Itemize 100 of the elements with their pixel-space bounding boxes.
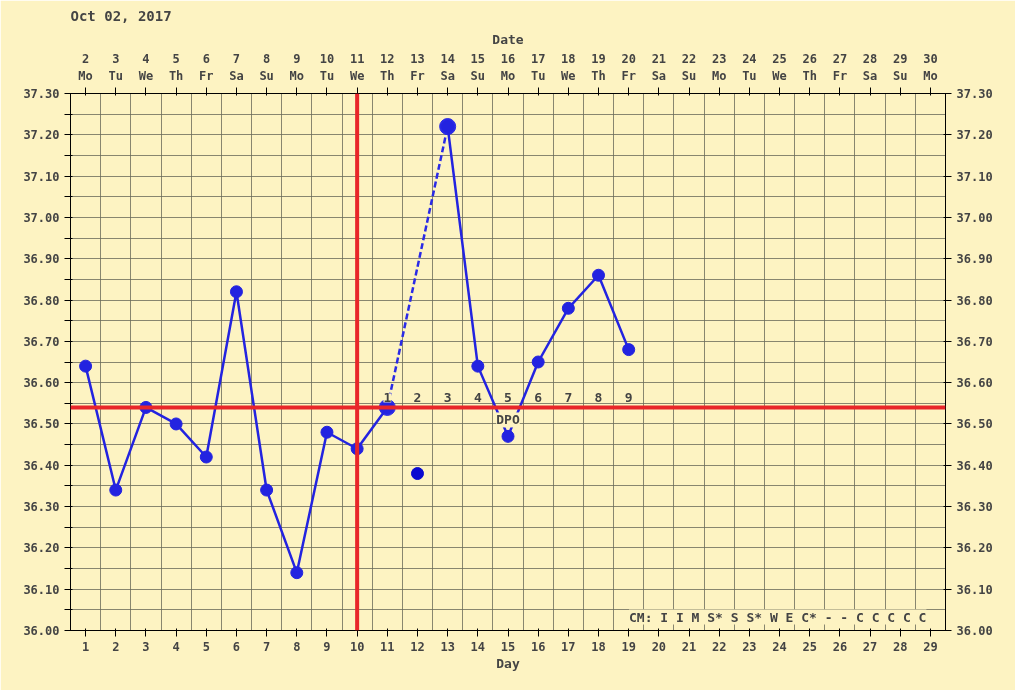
x-tick-label: 9 Mo bbox=[289, 51, 305, 83]
x-tick-label: 19 Th bbox=[591, 51, 606, 83]
y-tick-label: 36.30 bbox=[23, 500, 60, 515]
x2-tick-label: 22 bbox=[711, 639, 727, 654]
y2-tick-label: 36.50 bbox=[956, 417, 993, 432]
y-tick-label: 37.30 bbox=[23, 87, 60, 101]
x-tick-label: 27 Fr bbox=[832, 51, 848, 83]
annotation: DPO bbox=[496, 412, 520, 428]
x2-tick-label: 26 bbox=[832, 639, 848, 654]
x2-tick-label: 27 bbox=[862, 639, 878, 654]
y-tick-label: 36.50 bbox=[23, 417, 60, 432]
x-tick-label: 8 Su bbox=[259, 51, 274, 83]
x2-axis-title: Day bbox=[496, 655, 520, 671]
y2-tick-label: 36.40 bbox=[956, 458, 993, 473]
x2-tick-label: 15 bbox=[500, 639, 516, 654]
annotation: CM: I I M S* S S* W E C* - - C C C C C bbox=[629, 609, 927, 625]
x2-tick-label: 16 bbox=[530, 639, 546, 654]
x2-tick-label: 14 bbox=[470, 639, 486, 654]
y2-tick-label: 36.80 bbox=[956, 293, 993, 308]
x-tick-label: 30 Mo bbox=[923, 51, 938, 83]
y-tick-label: 36.00 bbox=[23, 624, 60, 638]
y-tick-label: 37.00 bbox=[23, 210, 60, 225]
x-tick-label: 12 Th bbox=[380, 51, 395, 83]
y2-tick-label: 37.00 bbox=[956, 210, 993, 225]
annotation: 2 bbox=[413, 390, 422, 406]
x-tick-label: 21 Sa bbox=[651, 51, 667, 83]
x-tick-label: 7 Sa bbox=[229, 51, 244, 83]
annotation: 4 bbox=[473, 390, 482, 406]
x2-tick-label: 13 bbox=[440, 639, 455, 654]
x2-tick-label: 12 bbox=[410, 639, 425, 654]
x-tick-label: 28 Sa bbox=[862, 51, 878, 83]
x2-tick-label: 20 bbox=[651, 639, 667, 654]
x2-tick-label: 2 bbox=[112, 639, 120, 654]
y2-tick-label: 36.10 bbox=[956, 582, 993, 597]
annotation: 1 bbox=[383, 390, 392, 406]
x-tick-label: 22 Su bbox=[681, 51, 697, 83]
x2-tick-label: 29 bbox=[923, 639, 938, 654]
x2-tick-label: 6 bbox=[232, 639, 241, 654]
x-tick-label: 4 We bbox=[138, 51, 154, 83]
x-tick-label: 11 We bbox=[349, 51, 365, 83]
y-tick-label: 36.60 bbox=[23, 376, 60, 391]
x-tick-label: 18 We bbox=[561, 51, 576, 83]
y-tick-label: 36.80 bbox=[23, 293, 60, 308]
y-tick-label: 36.20 bbox=[23, 541, 60, 556]
x-tick-label: 29 Su bbox=[893, 51, 908, 83]
y2-tick-label: 37.20 bbox=[956, 128, 993, 143]
chart-title: Oct 02, 2017 bbox=[70, 7, 172, 24]
y-tick-label: 37.20 bbox=[23, 128, 60, 143]
x2-tick-label: 18 bbox=[591, 639, 606, 654]
annotation: 5 bbox=[504, 390, 512, 406]
x-tick-label: 2 Mo bbox=[78, 51, 93, 83]
x-tick-label: 3 Tu bbox=[108, 51, 123, 83]
y2-tick-label: 36.90 bbox=[956, 252, 993, 267]
x-tick-label: 23 Mo bbox=[711, 51, 727, 83]
y2-tick-label: 36.20 bbox=[956, 541, 993, 556]
annotation: 8 bbox=[594, 390, 603, 406]
x2-tick-label: 25 bbox=[802, 639, 817, 654]
y2-tick-label: 37.10 bbox=[956, 169, 993, 184]
x2-tick-label: 7 bbox=[263, 639, 271, 654]
x2-tick-label: 9 bbox=[323, 639, 331, 654]
annotation: 7 bbox=[564, 390, 573, 406]
x2-tick-label: 17 bbox=[561, 639, 576, 654]
x2-tick-label: 23 bbox=[742, 639, 757, 654]
y2-tick-label: 36.30 bbox=[956, 500, 993, 515]
x2-tick-label: 5 bbox=[202, 639, 210, 654]
x2-tick-label: 1 bbox=[81, 639, 90, 654]
y2-tick-label: 37.30 bbox=[956, 87, 993, 101]
annotation: 3 bbox=[443, 390, 452, 406]
annotation: 9 bbox=[624, 390, 633, 406]
x-tick-label: 26 Th bbox=[802, 51, 817, 83]
y-tick-label: 37.10 bbox=[23, 169, 60, 184]
x-tick-label: 16 Mo bbox=[500, 51, 516, 83]
x-tick-label: 5 Th bbox=[168, 51, 184, 83]
x-tick-label: 24 Tu bbox=[742, 51, 757, 83]
y-tick-label: 36.10 bbox=[23, 582, 60, 597]
x-tick-label: 20 Fr bbox=[621, 51, 636, 83]
x-tick-label: 25 We bbox=[772, 51, 787, 83]
x2-tick-label: 8 bbox=[293, 639, 301, 654]
x2-tick-label: 4 bbox=[172, 639, 180, 654]
y2-tick-label: 36.60 bbox=[956, 376, 993, 391]
y-tick-label: 36.70 bbox=[23, 334, 60, 349]
x2-tick-label: 3 bbox=[142, 639, 150, 654]
y-tick-label: 36.40 bbox=[23, 458, 60, 473]
x-tick-label: 13 Fr bbox=[410, 51, 425, 83]
x2-tick-label: 10 bbox=[349, 639, 365, 654]
x2-tick-label: 28 bbox=[893, 639, 908, 654]
x2-tick-label: 21 bbox=[681, 639, 697, 654]
x-axis-title: Date bbox=[492, 31, 524, 47]
annotation: 6 bbox=[534, 390, 543, 406]
x-tick-label: 10 Tu bbox=[319, 51, 335, 83]
x-tick-label: 6 Fr bbox=[199, 51, 214, 83]
x-tick-label: 15 Su bbox=[470, 51, 486, 83]
y-tick-label: 36.90 bbox=[23, 252, 60, 267]
x2-tick-label: 11 bbox=[380, 639, 395, 654]
y2-tick-label: 36.00 bbox=[956, 624, 993, 638]
x-tick-label: 14 Sa bbox=[440, 51, 455, 83]
x-tick-label: 17 Tu bbox=[530, 51, 546, 83]
y2-tick-label: 36.70 bbox=[956, 334, 993, 349]
x2-tick-label: 19 bbox=[621, 639, 636, 654]
x2-tick-label: 24 bbox=[772, 639, 787, 654]
